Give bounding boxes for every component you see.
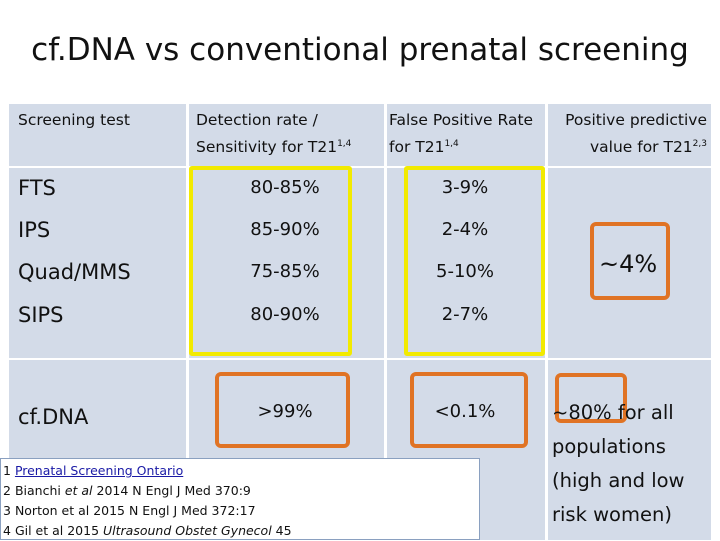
column-divider <box>545 104 548 540</box>
fpr-value: 2-4% <box>441 219 489 240</box>
column-divider <box>186 104 189 540</box>
fpr-value: 5-10% <box>436 261 494 282</box>
reference-item: 4 Gil et al 2015 Ultrasound Obstet Gynec… <box>3 523 292 538</box>
header-positive-predictive-value: Positive predictive value for T212,3 <box>565 111 707 156</box>
test-name-quad-mms: Quad/MMS <box>18 260 131 284</box>
fpr-highlight-box <box>404 166 545 356</box>
test-name-sips: SIPS <box>18 303 64 327</box>
test-name-fts: FTS <box>18 176 56 200</box>
reference-link[interactable]: Prenatal Screening Ontario <box>14 463 184 478</box>
row-divider <box>9 358 711 360</box>
detection-value: 85-90% <box>250 219 320 240</box>
ppv-cfdna-value: ~80% for all populations (high and low r… <box>552 401 685 526</box>
test-name-ips: IPS <box>18 218 51 242</box>
detection-value: 80-85% <box>250 177 320 198</box>
reference-item: 3 Norton et al 2015 N Engl J Med 372:17 <box>3 503 256 518</box>
fpr-value: 2-7% <box>441 304 489 325</box>
fpr-cfdna-highlight <box>410 372 528 448</box>
detection-value: 75-85% <box>250 261 320 282</box>
detection-value: 80-90% <box>250 304 320 325</box>
references-box: 1 Prenatal Screening Ontario 2 Bianchi e… <box>0 458 480 540</box>
detection-cfdna-highlight <box>215 372 350 448</box>
detection-highlight-box <box>189 166 352 356</box>
ppv-cfdna-highlight <box>555 373 627 423</box>
fpr-value: <0.1% <box>434 401 496 422</box>
test-name-cfdna: cf.DNA <box>18 405 89 429</box>
reference-item: 2 Bianchi et al 2014 N Engl J Med 370:9 <box>3 483 251 498</box>
ppv-conventional-value: ~4% <box>599 250 658 278</box>
header-screening-test: Screening test <box>18 111 130 129</box>
header-detection-rate: Detection rate / Sensitivity for T211,4 <box>196 111 352 156</box>
detection-value: >99% <box>257 401 313 422</box>
row-divider <box>9 166 711 168</box>
fpr-value: 3-9% <box>441 177 489 198</box>
column-divider <box>384 104 387 540</box>
ppv-conventional-highlight <box>590 222 670 300</box>
slide-title: cf.DNA vs conventional prenatal screenin… <box>31 32 689 68</box>
header-false-positive-rate: False Positive Rate for T211,4 <box>389 111 534 156</box>
reference-item: 1 Prenatal Screening Ontario <box>3 463 184 478</box>
